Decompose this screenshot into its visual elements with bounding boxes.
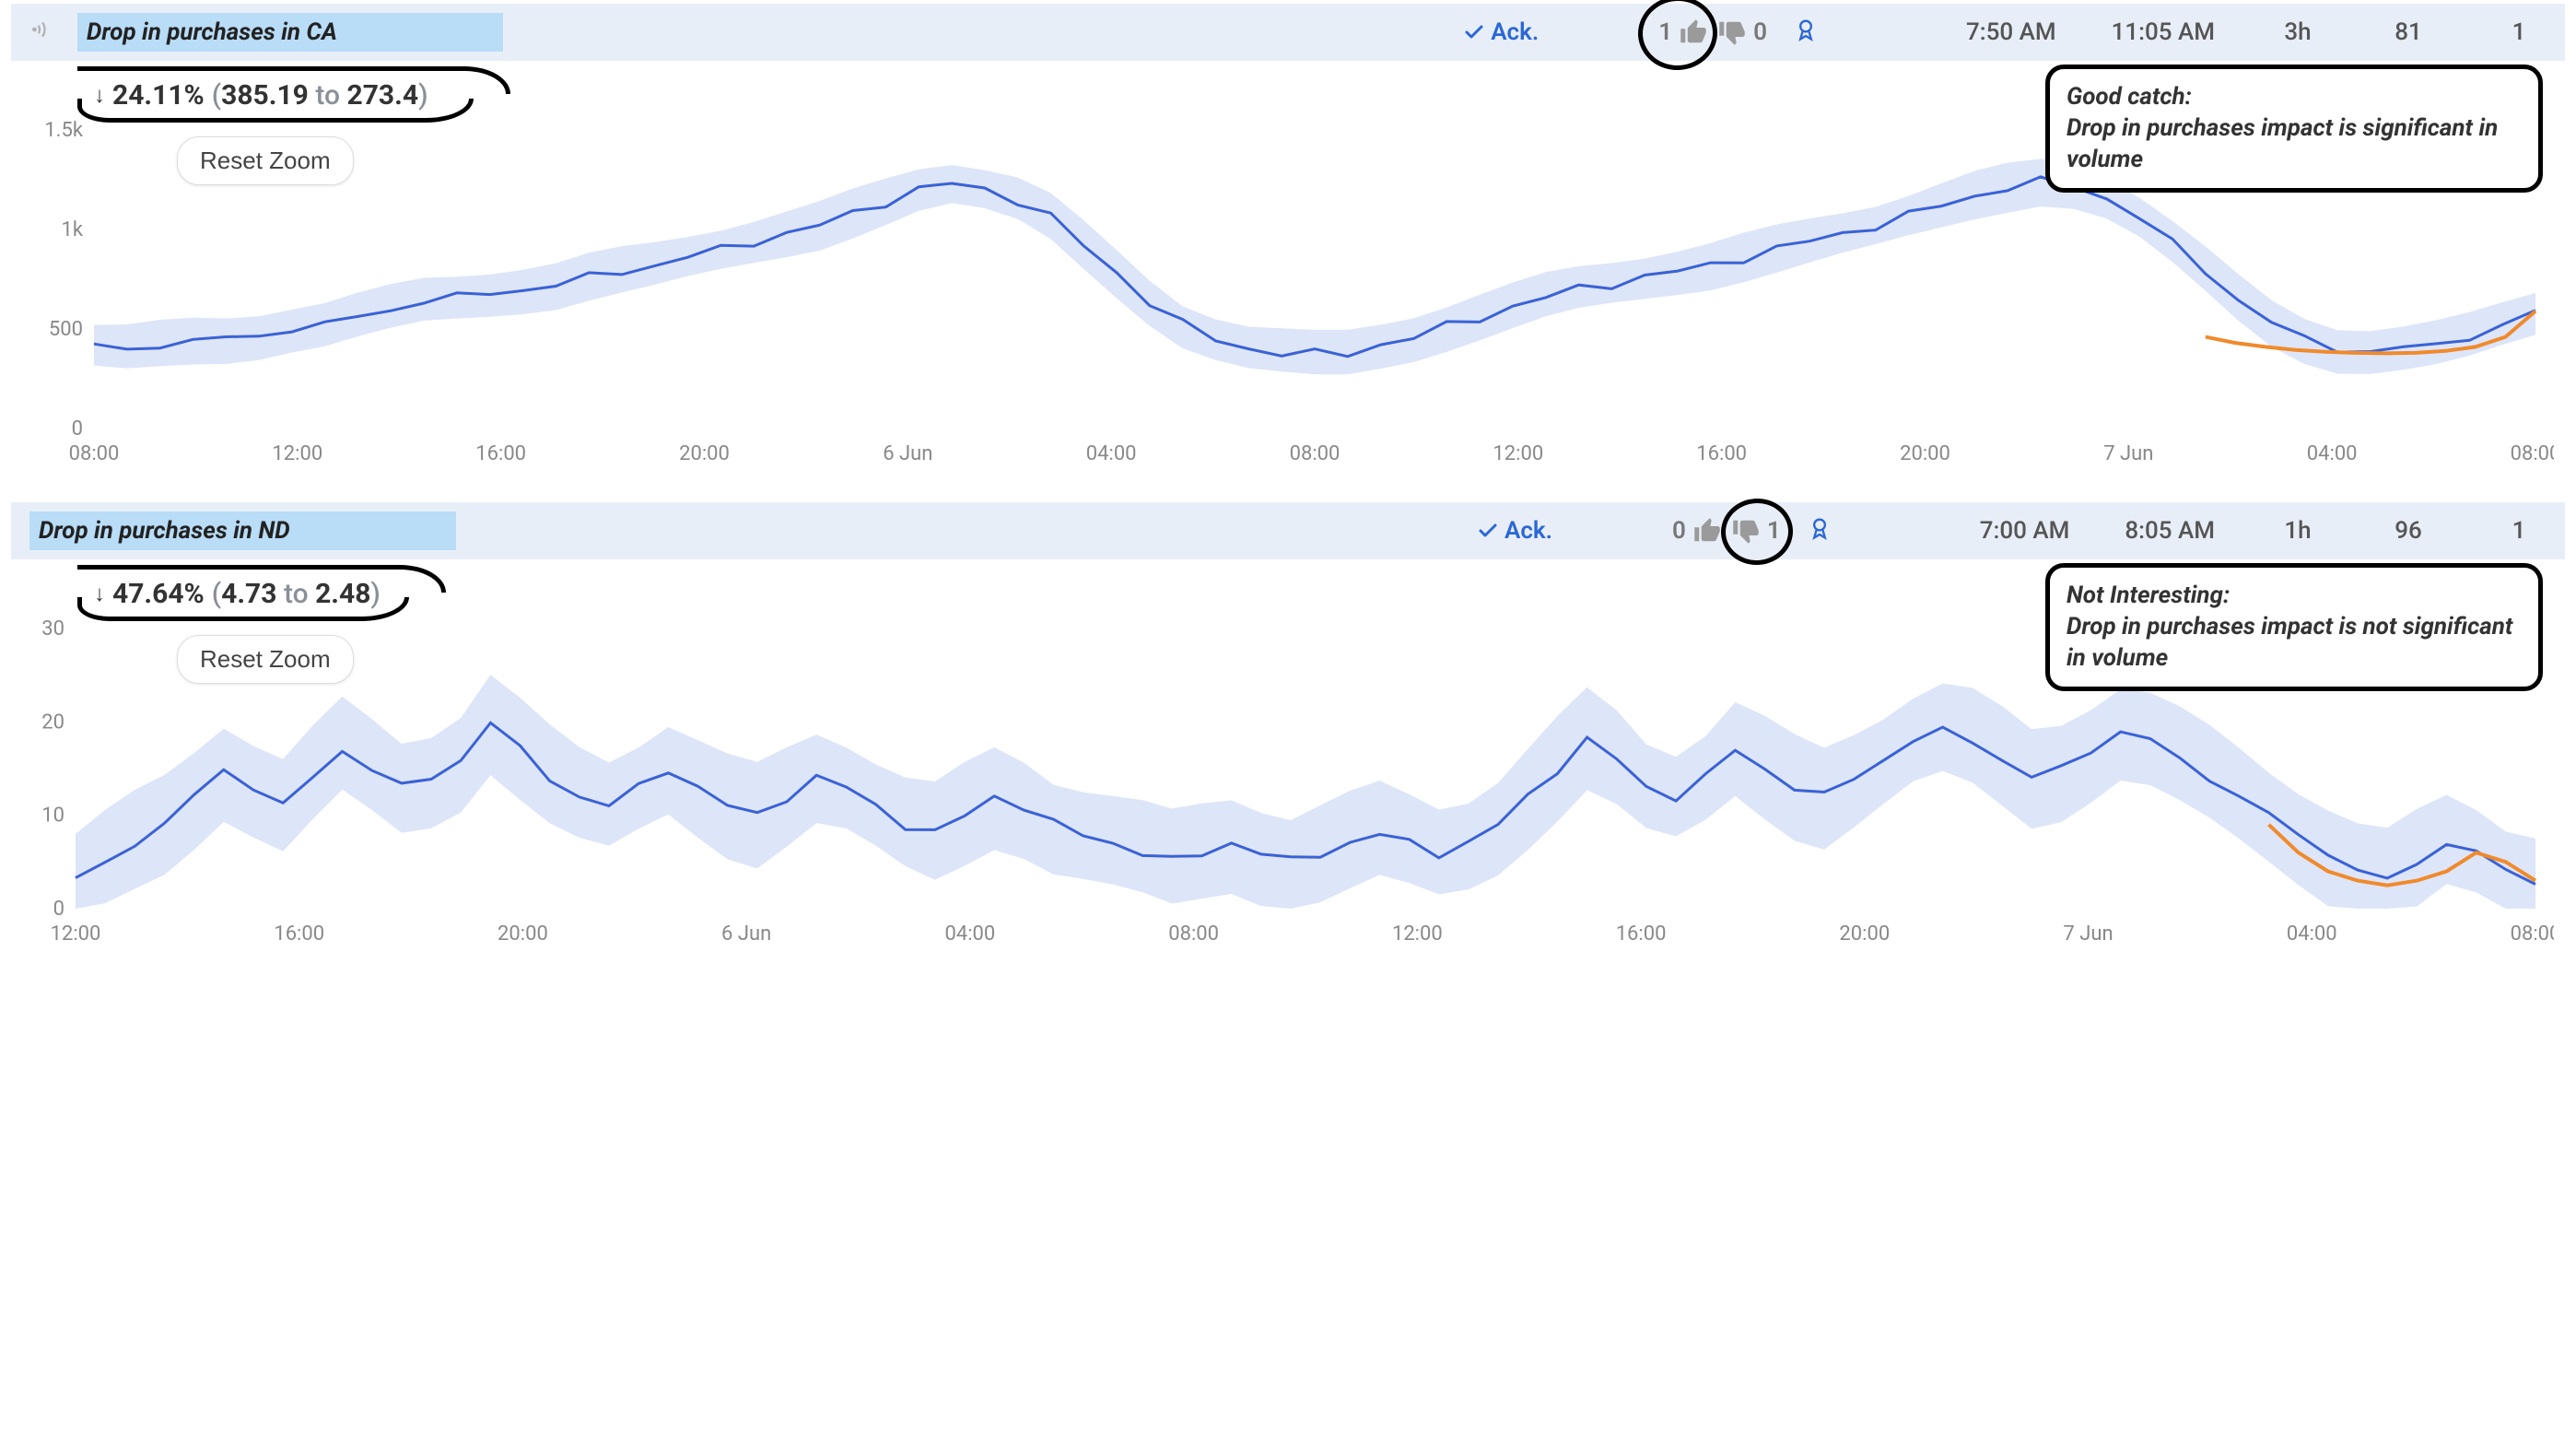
- note-body: Drop in purchases impact is significant …: [2067, 113, 2522, 176]
- annotation-note: Not Interesting: Drop in purchases impac…: [2045, 563, 2543, 691]
- panel-header: Drop in purchases in ND Ack. 0 1: [11, 502, 2565, 559]
- meta-block: 7:50 AM 11:05 AM 3h 81 1: [1966, 18, 2547, 46]
- y-tick-label: 0: [72, 417, 83, 441]
- ack-label: Ack.: [1491, 18, 1539, 46]
- alert-panel-ca: Drop in purchases in CA Ack. 1 0: [11, 4, 2565, 480]
- meta-end: 11:05 AM: [2112, 18, 2215, 46]
- x-tick-label: 7 Jun: [2063, 922, 2113, 946]
- signal-icon: [29, 18, 53, 48]
- chart-area: ↓ 24.11% (385.19 to 273.4) Reset Zoom Go…: [11, 61, 2565, 480]
- x-tick-label: 6 Jun: [883, 442, 932, 465]
- award-icon[interactable]: [1793, 17, 1819, 49]
- arrow-down-icon: ↓: [94, 82, 105, 109]
- vote-up-count: 0: [1672, 517, 1686, 545]
- y-tick-label: 10: [41, 805, 64, 828]
- meta-start: 7:50 AM: [1966, 18, 2056, 46]
- alert-title[interactable]: Drop in purchases in ND: [29, 511, 456, 550]
- arrow-down-icon: ↓: [94, 581, 105, 607]
- vote-controls: 0 1: [1672, 515, 1832, 547]
- change-range: (385.19 to 273.4): [212, 79, 428, 112]
- note-title: Good catch:: [2067, 82, 2522, 113]
- reset-zoom-button[interactable]: Reset Zoom: [177, 635, 354, 684]
- vote-down[interactable]: 1: [1732, 517, 1781, 545]
- y-tick-label: 1.5k: [44, 121, 84, 142]
- note-title: Not Interesting:: [2067, 581, 2522, 612]
- x-tick-label: 08:00: [2511, 442, 2554, 465]
- x-tick-label: 7 Jun: [2103, 442, 2153, 465]
- panel-header: Drop in purchases in CA Ack. 1 0: [11, 4, 2565, 61]
- ack-label: Ack.: [1505, 517, 1552, 545]
- meta-start: 7:00 AM: [1980, 517, 2070, 545]
- x-tick-label: 04:00: [2287, 922, 2337, 946]
- meta-v2: 1: [2491, 18, 2547, 46]
- x-tick-label: 20:00: [679, 442, 730, 465]
- x-tick-label: 08:00: [2511, 922, 2554, 946]
- meta-v2: 1: [2491, 517, 2547, 545]
- award-icon[interactable]: [1807, 515, 1832, 547]
- vote-down-count: 0: [1753, 18, 1767, 46]
- x-tick-label: 16:00: [274, 922, 324, 946]
- y-tick-label: 30: [41, 619, 64, 640]
- ack-button[interactable]: Ack.: [1477, 517, 1552, 545]
- x-tick-label: 20:00: [1900, 442, 1950, 465]
- meta-block: 7:00 AM 8:05 AM 1h 96 1: [1980, 517, 2547, 545]
- confidence-band: [76, 675, 2535, 909]
- y-tick-label: 1k: [61, 218, 83, 241]
- x-tick-label: 12:00: [1493, 442, 1543, 465]
- x-tick-label: 08:00: [69, 442, 120, 465]
- x-tick-label: 6 Jun: [721, 922, 771, 946]
- vote-controls: 1 0: [1658, 17, 1819, 49]
- pct-change: 24.11%: [112, 79, 205, 112]
- y-tick-label: 0: [53, 898, 64, 921]
- vote-down-count: 1: [1767, 517, 1781, 545]
- change-summary: ↓ 47.64% (4.73 to 2.48): [94, 578, 381, 610]
- pct-change: 47.64%: [112, 578, 205, 610]
- alert-panel-nd: Drop in purchases in ND Ack. 0 1: [11, 502, 2565, 960]
- meta-duration: 3h: [2270, 18, 2325, 46]
- x-tick-label: 20:00: [1839, 922, 1890, 946]
- x-tick-label: 20:00: [498, 922, 548, 946]
- meta-duration: 1h: [2270, 517, 2325, 545]
- x-tick-label: 04:00: [1086, 442, 1137, 465]
- alert-title[interactable]: Drop in purchases in CA: [77, 13, 503, 52]
- vote-up[interactable]: 1: [1658, 18, 1707, 46]
- x-tick-label: 04:00: [945, 922, 996, 946]
- vote-up[interactable]: 0: [1672, 517, 1721, 545]
- x-tick-label: 08:00: [1290, 442, 1341, 465]
- vote-up-count: 1: [1658, 18, 1672, 46]
- change-range: (4.73 to 2.48): [212, 578, 381, 610]
- x-tick-label: 08:00: [1168, 922, 1219, 946]
- annotation-note: Good catch: Drop in purchases impact is …: [2045, 65, 2543, 193]
- reset-zoom-button[interactable]: Reset Zoom: [177, 136, 354, 185]
- ack-button[interactable]: Ack.: [1463, 18, 1539, 46]
- meta-v1: 81: [2381, 18, 2436, 46]
- series-line: [94, 177, 2535, 357]
- x-tick-label: 12:00: [1392, 922, 1443, 946]
- y-tick-label: 20: [41, 711, 64, 734]
- x-tick-label: 04:00: [2307, 442, 2358, 465]
- x-tick-label: 16:00: [1696, 442, 1747, 465]
- x-tick-label: 16:00: [1616, 922, 1667, 946]
- note-body: Drop in purchases impact is not signific…: [2067, 612, 2522, 675]
- change-summary: ↓ 24.11% (385.19 to 273.4): [94, 79, 428, 112]
- x-tick-label: 12:00: [51, 922, 101, 946]
- y-tick-label: 500: [49, 318, 83, 341]
- x-tick-label: 12:00: [272, 442, 322, 465]
- meta-end: 8:05 AM: [2125, 517, 2215, 545]
- meta-v1: 96: [2381, 517, 2436, 545]
- chart-area: ↓ 47.64% (4.73 to 2.48) Reset Zoom Not I…: [11, 559, 2565, 960]
- x-tick-label: 16:00: [475, 442, 526, 465]
- vote-down[interactable]: 0: [1718, 18, 1767, 46]
